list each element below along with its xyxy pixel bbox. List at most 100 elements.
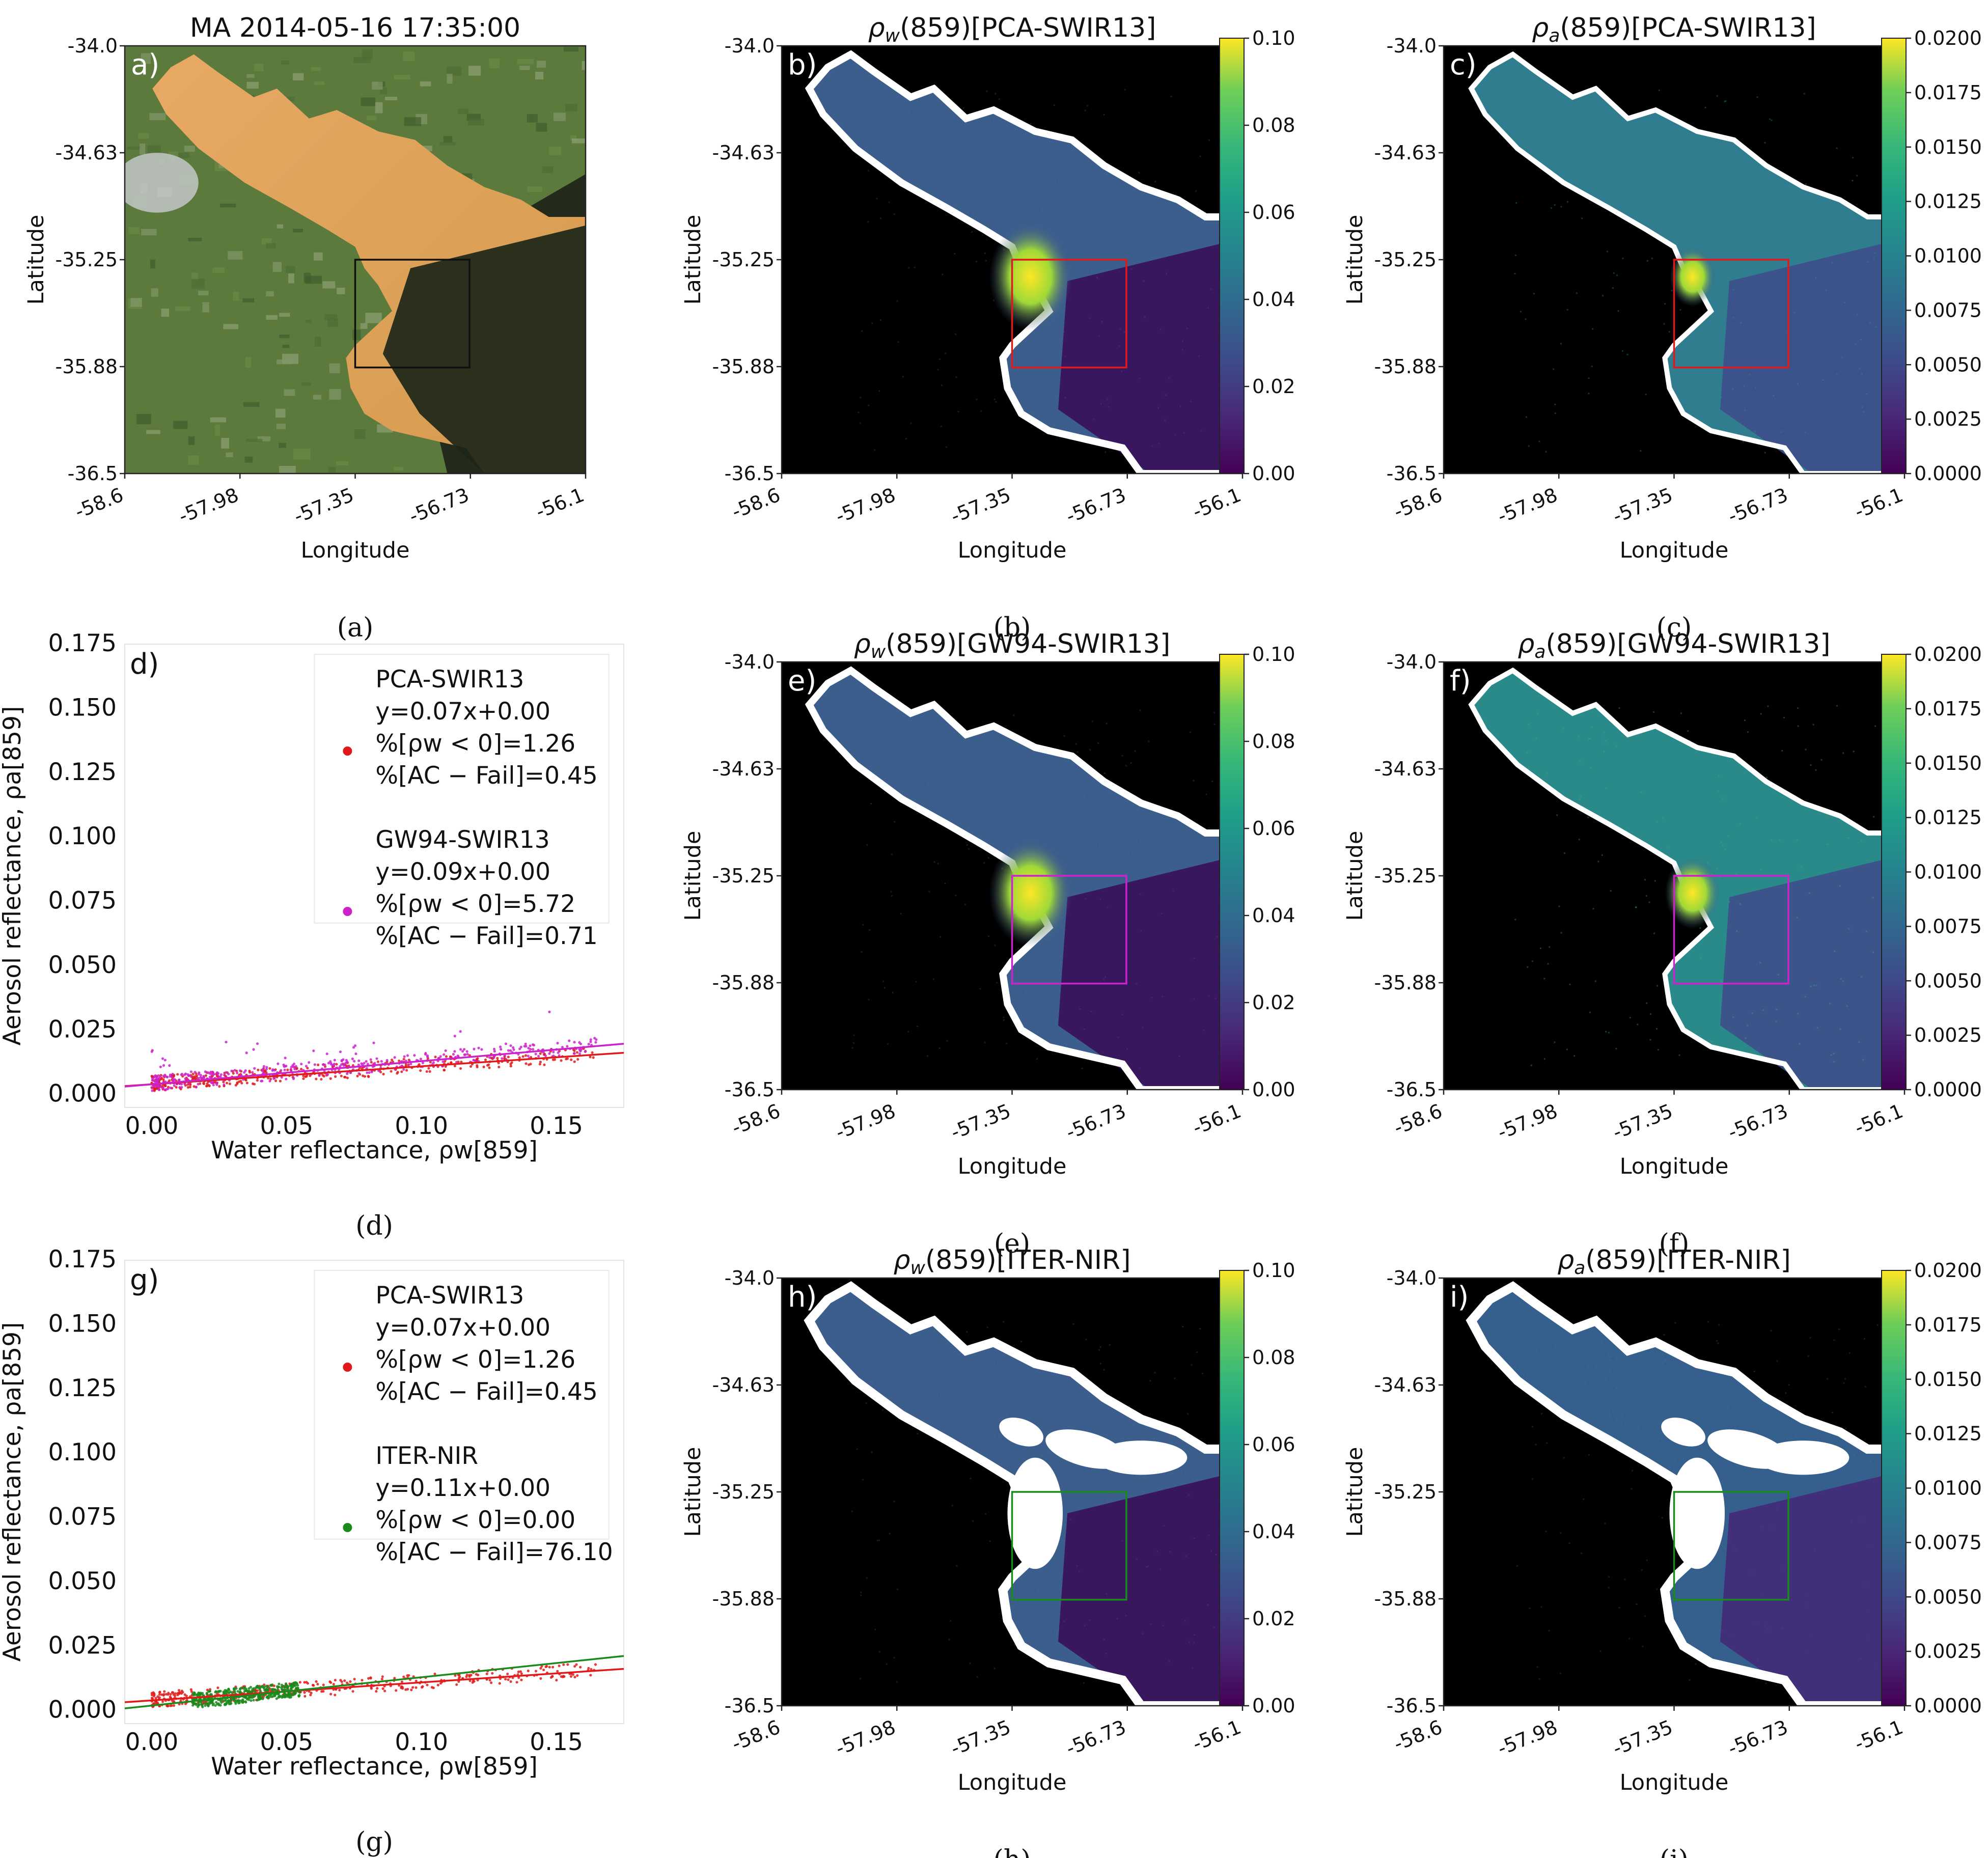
panel-e-speckle [1139, 893, 1141, 895]
panel-e-ylabel: Latitude [680, 831, 706, 921]
panel-f-speckle [1608, 1032, 1610, 1034]
panel-f-speckle [1649, 1039, 1651, 1041]
panel-h-speckle [972, 1520, 974, 1522]
panel-c-speckle [1740, 170, 1742, 172]
panel-d-point [357, 1063, 360, 1066]
panel-c-speckle [1651, 258, 1653, 260]
panel-g-point [263, 1683, 266, 1686]
panel-h-speckle [1151, 1486, 1153, 1488]
panel-d-point [507, 1049, 510, 1052]
panel-f-speckle [1873, 816, 1875, 818]
panel-h-speckle [866, 1577, 868, 1579]
panel-b-speckle [1086, 105, 1088, 107]
panel-g-point [289, 1693, 292, 1697]
panel-a-land-texture [284, 389, 295, 396]
panel-g-point [370, 1687, 373, 1690]
panel-g-point [217, 1690, 220, 1693]
panel-g-point [171, 1691, 174, 1694]
panel-g-point [573, 1665, 576, 1668]
panel-i-speckle [1560, 1672, 1562, 1674]
panel-d-point [354, 1052, 357, 1056]
panel-i-speckle [1714, 1390, 1716, 1392]
panel-h-xtick-label: -58.6 [729, 1716, 784, 1756]
panel-f-speckle [1727, 835, 1729, 837]
panel-d-point [456, 1055, 459, 1058]
panel-h-colorbar [1219, 1270, 1245, 1706]
panel-b-speckle [1043, 182, 1045, 184]
panel-h-speckle [1194, 1634, 1196, 1636]
panel-g-point [548, 1666, 551, 1669]
panel-f-xtick-label: -58.6 [1391, 1100, 1446, 1140]
panel-c-coast-blank [1468, 51, 1904, 474]
panel-g-point [277, 1685, 280, 1688]
panel-e-ytick-label: -35.25 [712, 865, 775, 887]
panel-d-point [304, 1075, 307, 1078]
panel-g-point [316, 1682, 319, 1686]
panel-e-speckle [896, 712, 898, 714]
panel-c-speckle [1643, 122, 1645, 124]
panel-a-land-texture [198, 290, 209, 296]
panel-f-colorbar [1881, 654, 1907, 1090]
panel-h-xtick-label: -57.98 [833, 1716, 899, 1760]
panel-i-speckle [1545, 1530, 1547, 1532]
panel-d-point [553, 1058, 556, 1061]
panel-g-point [544, 1665, 547, 1669]
panel-b-xtick-label: -57.35 [948, 484, 1014, 528]
panel-d-point [405, 1069, 408, 1072]
panel-b-speckle [1119, 328, 1121, 330]
panel-g-point [190, 1690, 194, 1693]
panel-b-speckle [1174, 434, 1176, 436]
panel-e-speckle [1099, 898, 1101, 900]
panel-i-speckle [1807, 1594, 1809, 1596]
panel-c-speckle [1560, 206, 1562, 208]
panel-i-speckle [1751, 1571, 1753, 1573]
panel-g-point [491, 1672, 494, 1675]
panel-b-speckle [1166, 272, 1168, 274]
panel-g-point [315, 1680, 318, 1683]
panel-c-speckle [1612, 287, 1614, 289]
panel-d-point [176, 1073, 179, 1076]
panel-c-cbar-label: 0.0000 [1914, 462, 1982, 485]
panel-g-legend-name: ITER-NIR [375, 1442, 478, 1470]
panel-g-point [229, 1690, 232, 1694]
panel-b-speckle [859, 422, 861, 424]
panel-g-caption: (g) [355, 1827, 393, 1857]
panel-d-point [299, 1068, 303, 1071]
panel-h-xtick-label: -56.73 [1063, 1716, 1129, 1760]
panel-b-speckle [1143, 280, 1145, 282]
panel-i-speckle [1672, 1467, 1674, 1469]
panel-e-speckle [983, 862, 985, 864]
panel-f-speckle [1687, 730, 1689, 732]
panel-d-point [343, 1075, 346, 1078]
panel-a-land-texture [266, 243, 276, 249]
panel-f-cbar-label: 0.0100 [1914, 861, 1982, 883]
panel-i-speckle [1716, 1340, 1718, 1342]
panel-g-xlabel: Water reflectance, ρw[859] [211, 1753, 538, 1781]
panel-i-speckle [1631, 1488, 1633, 1490]
panel-i-xtick-label: -58.6 [1391, 1716, 1446, 1756]
panel-c-speckle [1748, 169, 1750, 171]
panel-c-speckle [1520, 311, 1522, 313]
panel-c-speckle [1780, 431, 1782, 433]
panel-i-region-box [1673, 1491, 1789, 1601]
panel-c-xtick-label: -57.98 [1495, 484, 1561, 528]
panel-a-land-texture [246, 81, 259, 89]
panel-h-speckle [1002, 1438, 1004, 1440]
panel-g-point [258, 1686, 262, 1690]
panel-d-point [482, 1065, 485, 1068]
panel-g-point [504, 1678, 507, 1681]
panel-d-point [312, 1049, 315, 1052]
panel-i-speckle [1677, 1459, 1679, 1461]
panel-g-point [303, 1695, 307, 1698]
panel-d-point [333, 1059, 336, 1062]
panel-f-speckle [1816, 1027, 1818, 1029]
panel-e-speckle [895, 733, 897, 735]
panel-c-speckle [1576, 292, 1578, 294]
panel-c-speckle [1783, 223, 1785, 225]
panel-d-point [280, 1076, 283, 1079]
panel-d-point [439, 1055, 442, 1058]
panel-h-speckle [1076, 1565, 1078, 1567]
panel-e-speckle [900, 912, 902, 914]
panel-f-speckle [1759, 962, 1761, 964]
panel-d-point [390, 1058, 394, 1062]
